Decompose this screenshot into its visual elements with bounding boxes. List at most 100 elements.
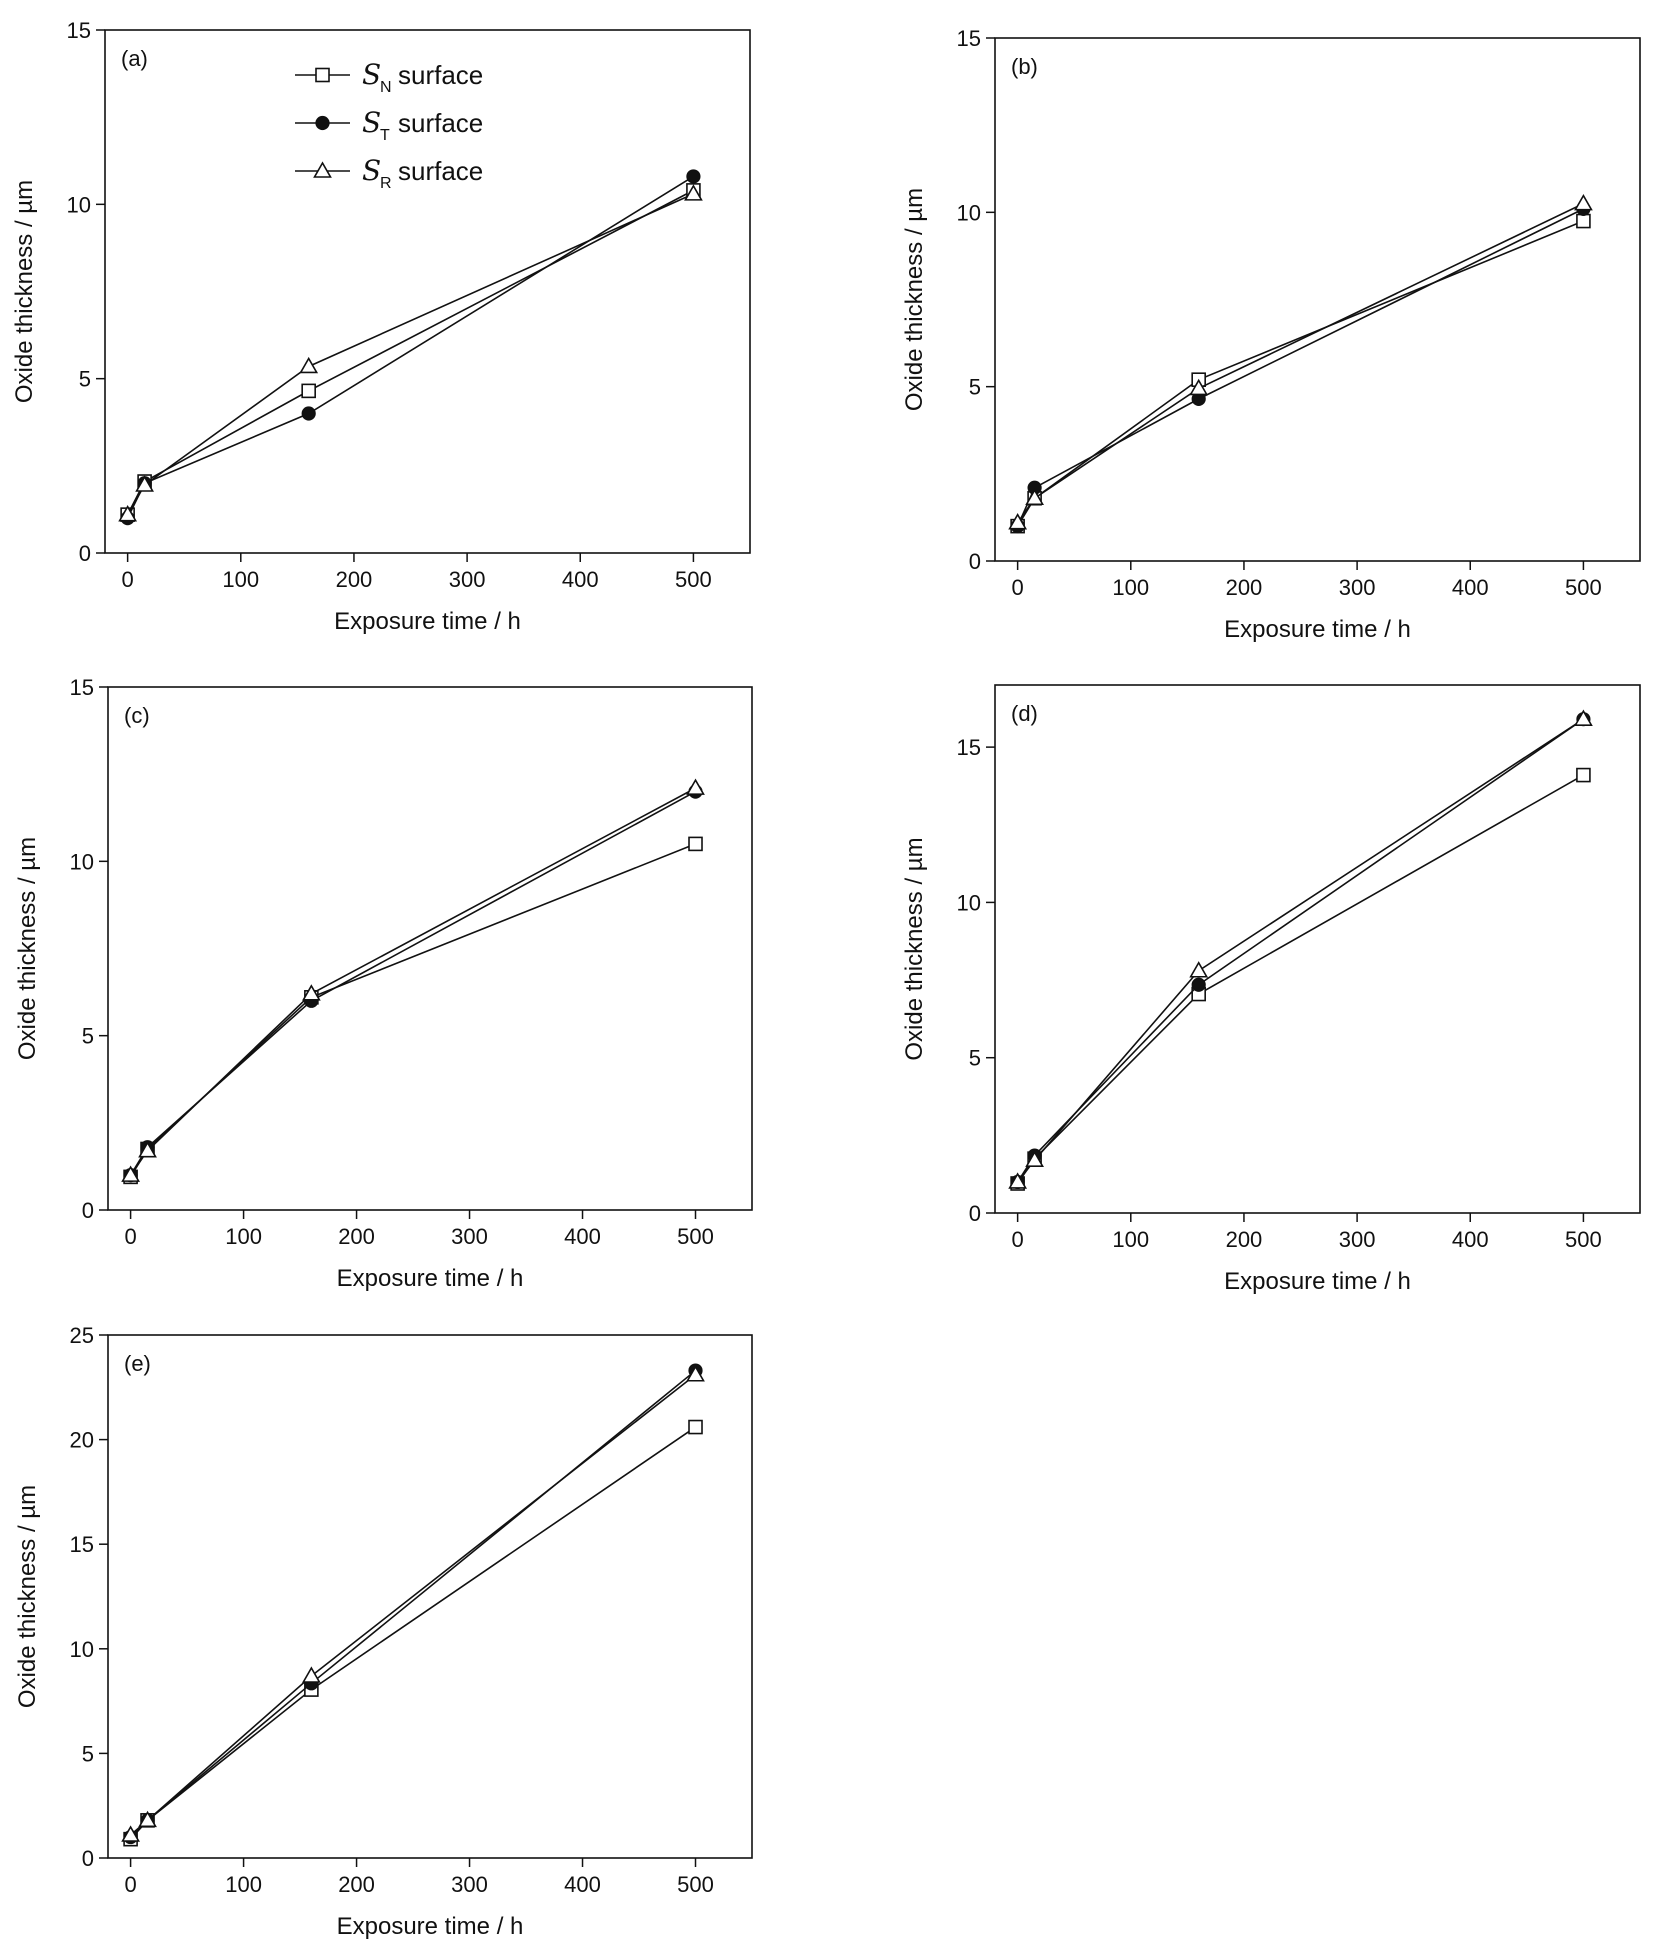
y-tick-label: 10 [67,192,91,217]
series-line [1016,774,1584,1184]
data-point [688,1419,703,1435]
series-2 [1010,712,1591,1190]
y-tick-label: 0 [969,1201,981,1226]
y-tick-label: 20 [70,1428,94,1453]
data-point [1008,1172,1028,1189]
y-tick-label: 5 [969,1046,981,1071]
chart-panel-b: 0 100 200 300 400 500 0 5 10 15 Exposure time / h O… [901,26,1641,643]
y-tick-label: 5 [82,1741,94,1766]
x-tick-label: 200 [336,567,373,592]
panel-label: (d) [1011,701,1038,726]
series-line [1017,718,1584,1183]
x-tick-label: 0 [1012,1227,1024,1252]
y-tick-label: 10 [957,890,981,915]
x-tick-label: 500 [1565,1227,1602,1252]
series-line [1016,718,1584,1183]
legend-entry: SR surface [295,154,483,192]
x-tick-label: 100 [225,1872,262,1897]
data-point [1008,513,1028,530]
y-tick-label: 0 [79,541,91,566]
series-line [130,1426,696,1840]
data-point [684,184,703,201]
data-point [686,1365,705,1382]
x-tick-label: 0 [1012,575,1024,600]
legend-subscript: N [380,79,392,96]
data-point [301,1666,321,1683]
chart-panel-c: 0 100 200 300 400 500 0 5 10 15 Exposure time / h O… [14,675,753,1292]
y-tick-label: 5 [82,1024,94,1049]
legend-marker [315,67,330,83]
x-tick-label: 400 [564,1872,601,1897]
x-tick-label: 200 [1226,1227,1263,1252]
y-tick-label: 15 [957,735,981,760]
legend-symbol: S [362,154,381,187]
series-line [126,175,694,519]
legend-marker [313,161,332,178]
x-tick-label: 300 [451,1224,488,1249]
series-3 [121,1365,705,1842]
plot-frame [104,29,751,554]
x-axis-title: Exposure time / h [337,1265,524,1292]
series-1 [123,1419,703,1847]
y-tick-label: 0 [969,549,981,574]
y-tick-label: 0 [82,1198,94,1223]
x-tick-label: 100 [1112,1227,1149,1252]
data-point [688,836,703,852]
data-point [138,1141,157,1158]
panel-label: (c) [124,703,150,728]
data-point [121,1165,140,1182]
x-tick-label: 200 [338,1872,375,1897]
plot-frame [107,686,753,1211]
legend-label: surface [398,108,483,138]
x-tick-label: 500 [677,1224,714,1249]
series-line [129,843,696,1178]
data-point [686,778,705,795]
legend-label: surface [398,60,483,90]
y-tick-label: 10 [70,849,94,874]
y-axis-title: Oxide thickness / µm [14,837,41,1060]
x-tick-label: 400 [1452,575,1489,600]
x-tick-label: 400 [1452,1227,1489,1252]
series-line [126,189,694,516]
y-tick-label: 25 [70,1323,94,1348]
x-tick-label: 300 [1339,1227,1376,1252]
data-point [138,1810,157,1828]
x-tick-label: 500 [675,567,712,592]
series-line [130,1374,697,1836]
y-axis-title: Oxide thickness / µm [11,180,38,403]
x-tick-label: 300 [449,567,486,592]
y-tick-label: 0 [82,1846,94,1871]
data-point [301,406,316,421]
chart-panel-a: 0 100 200 300 400 500 0 5 10 15 Exposure time / h O… [11,18,751,635]
data-point [1025,1150,1044,1167]
series-1 [120,183,701,522]
series-2 [120,169,701,526]
series-1 [1010,213,1591,534]
data-point [1574,709,1593,726]
panel-label: (e) [124,1351,151,1376]
y-tick-label: 15 [70,675,94,700]
y-axis-title: Oxide thickness / µm [901,837,928,1060]
data-point [1576,213,1591,229]
y-tick-label: 15 [70,1532,94,1557]
y-tick-label: 10 [957,200,981,225]
series-3 [118,184,703,522]
data-point [299,356,319,374]
y-tick-label: 10 [70,1637,94,1662]
x-axis-title: Exposure time / h [337,1913,524,1940]
plot-frame [107,1334,753,1859]
data-point [301,383,316,399]
series-line [1016,220,1584,527]
x-tick-label: 300 [1339,575,1376,600]
x-tick-label: 200 [1226,575,1263,600]
series-line [129,787,696,1176]
series-line [1016,202,1584,524]
data-point [135,475,154,492]
panel-label: (a) [121,46,148,71]
x-tick-label: 400 [564,1224,601,1249]
data-point [301,984,321,1001]
data-point [121,1825,140,1842]
x-tick-label: 100 [225,1224,262,1249]
x-tick-label: 0 [122,567,134,592]
